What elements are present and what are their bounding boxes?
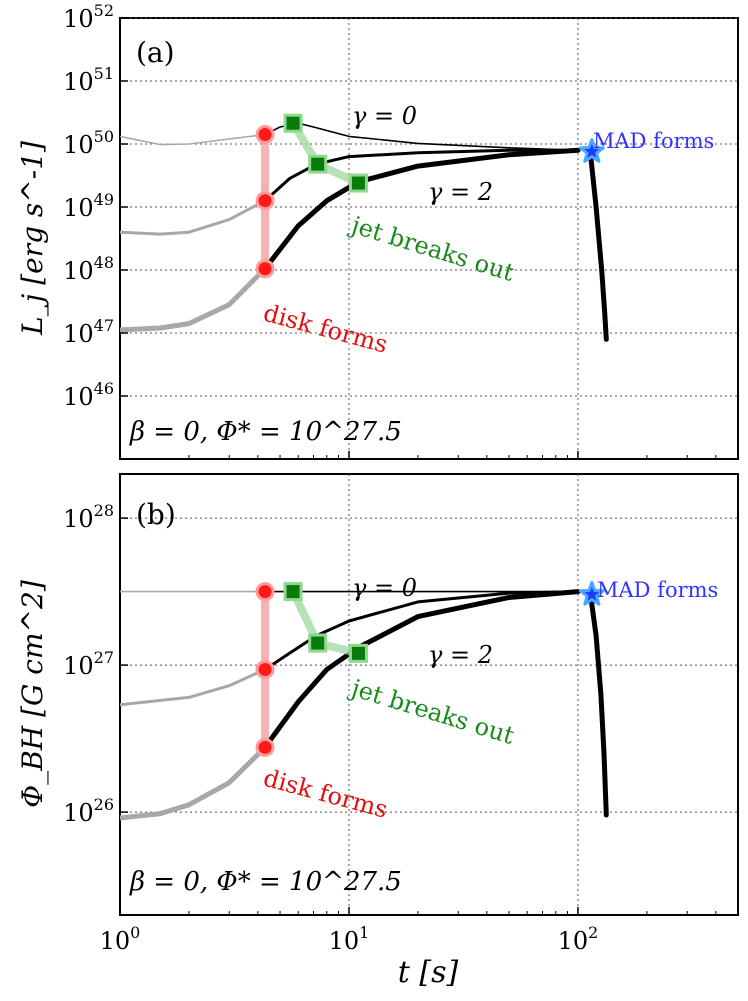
params-label-a: β = 0, Φ* = 10^27.5 [129, 417, 402, 447]
mad-forms-marker [578, 581, 605, 606]
gamma0-label-b: γ = 0 [352, 574, 417, 602]
y-tick-label: 1028 [63, 501, 114, 533]
mad-forms-marker [578, 138, 605, 163]
y-tick-label: 1046 [63, 379, 114, 411]
series-line-MAD [587, 589, 609, 818]
jet-breaks-out-marker [308, 633, 328, 653]
y-tick-label: 1027 [63, 648, 114, 680]
y-tick-label: 1052 [63, 1, 114, 33]
params-label-b: β = 0, Φ* = 10^27.5 [129, 867, 402, 897]
y-tick-label: 1048 [63, 253, 114, 285]
disk-forms-marker [255, 737, 275, 757]
markers-a [255, 113, 605, 279]
disk-forms-marker [255, 125, 275, 145]
panel-label-b: (b) [136, 498, 176, 531]
disk-forms-marker [255, 582, 275, 602]
series-line-pre-gamma=1 [119, 199, 266, 236]
jet-breaks-out-marker [283, 113, 303, 133]
y-tick-label: 1050 [63, 127, 114, 159]
y-tick-label: 1051 [63, 64, 114, 96]
disk-forms-marker [255, 660, 275, 680]
panel-label-a: (a) [136, 36, 175, 69]
panel-b: 100 101 102 1026 1027 1028 (b) γ = 0 γ = 2 MA… [16, 473, 739, 955]
x-tick-label: 101 [329, 923, 370, 955]
gamma2-label-b: γ = 2 [428, 641, 493, 669]
series-line-pre-gamma=2 [119, 266, 267, 333]
gridlines-b [120, 474, 738, 915]
jet-breaks-out-marker [348, 173, 368, 193]
panel-a: 1046 1047 1048 1049 1050 1051 1052 (a) γ = 0 γ… [16, 1, 739, 460]
mad-forms-label-a: MAD forms [593, 129, 714, 153]
disk-forms-marker [255, 191, 275, 211]
axes-frame-b [119, 473, 739, 916]
series-line-MAD [587, 147, 609, 342]
jet-breaks-out-marker [308, 154, 328, 174]
y-tick-label: 1047 [63, 316, 114, 348]
gridlines-a [120, 17, 738, 459]
gamma0-label-a: γ = 0 [352, 102, 417, 130]
x-tick-label: 100 [100, 923, 141, 955]
series-line-gamma=0 [264, 122, 579, 152]
mad-forms-label-b: MAD forms [597, 578, 718, 602]
gamma2-label-a: γ = 2 [428, 178, 493, 206]
x-tick-label: 102 [558, 923, 599, 955]
series-line-pre-gamma=1 [119, 668, 266, 707]
y-axis-label-b: Φ_BH [G cm^2] [16, 580, 49, 808]
series-line-gamma=1 [263, 590, 580, 671]
series-line-gamma=1 [263, 148, 580, 203]
disk-forms-marker [255, 259, 275, 279]
ticks-a: 1046 1047 1048 1049 1050 1051 1052 [63, 1, 717, 459]
jet-breaks-out-marker [348, 643, 368, 663]
series-line-pre-gamma=2 [119, 745, 267, 821]
axes-frame-a [119, 17, 739, 460]
y-tick-label: 1026 [63, 795, 114, 827]
series-line-pre-gamma=0 [119, 133, 266, 146]
y-axis-label-a: L_j [erg s^-1] [16, 141, 49, 336]
markers-b [255, 581, 605, 757]
jet-breaks-out-marker [283, 582, 303, 602]
y-tick-label: 1049 [63, 190, 114, 222]
x-axis-label: t [s] [398, 955, 459, 990]
